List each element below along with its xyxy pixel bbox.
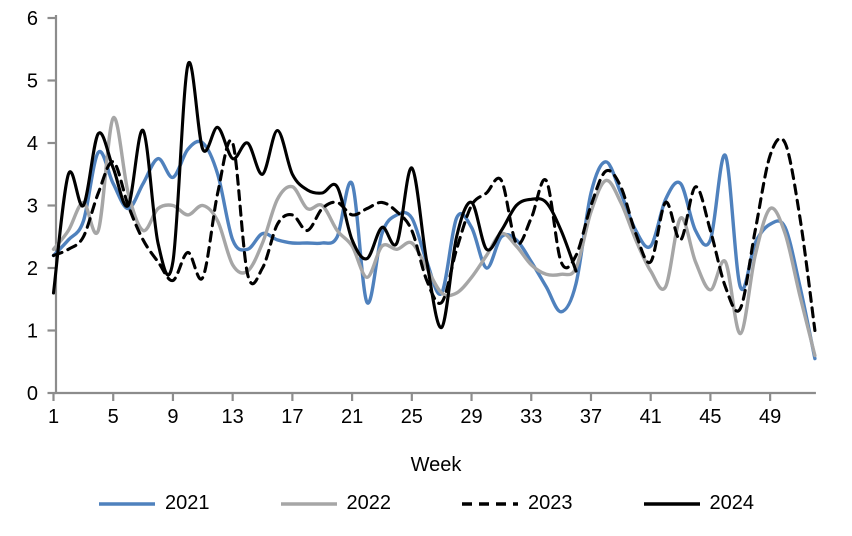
x-axis-tick-label: 5 (108, 406, 119, 428)
y-axis-tick-label: 4 (27, 133, 38, 155)
legend-item-2021: 2021 (98, 492, 210, 515)
legend-line-swatch-2023 (461, 500, 519, 508)
series-line-2022 (51, 116, 817, 358)
legend-label-2022: 2022 (346, 492, 392, 514)
legend-item-2023: 2023 (461, 492, 573, 515)
y-axis-tick-label: 0 (27, 383, 38, 405)
chart-legend: 2021 2022 2023 2024 (0, 492, 852, 515)
series-line-2024 (51, 60, 578, 329)
y-axis-tick-label: 5 (27, 71, 38, 93)
x-axis-tick-label: 1 (48, 406, 59, 428)
legend-line-swatch-2021 (98, 500, 156, 508)
y-axis-tick-label: 2 (27, 258, 38, 280)
legend-line-swatch-2024 (643, 500, 701, 508)
legend-label-2021: 2021 (165, 492, 210, 514)
x-axis-tick-label: 37 (580, 406, 602, 428)
legend-label-2023: 2023 (528, 492, 573, 514)
x-axis-tick-label: 49 (759, 406, 781, 428)
legend-item-2024: 2024 (643, 492, 755, 515)
x-axis-tick-label: 33 (520, 406, 542, 428)
y-axis-tick-label: 3 (27, 196, 38, 218)
x-axis-tick-label: 29 (460, 406, 482, 428)
legend-line-swatch-2022 (280, 500, 338, 508)
y-axis-tick-label: 6 (27, 8, 38, 30)
x-axis-tick-label: 21 (341, 406, 363, 428)
x-axis-tick-label: 13 (222, 406, 244, 428)
legend-item-2022: 2022 (280, 492, 392, 515)
legend-label-2024: 2024 (709, 492, 755, 514)
x-axis-tick-label: 25 (401, 406, 423, 428)
x-axis-tick-label: 17 (281, 406, 303, 428)
x-axis-title: Week (410, 454, 462, 476)
x-axis-tick-label: 41 (640, 406, 662, 428)
series-line-2023 (51, 136, 817, 333)
series-line-2021 (51, 139, 817, 361)
x-axis-tick-label: 45 (699, 406, 721, 428)
y-axis-tick-label: 1 (27, 321, 38, 343)
x-axis-tick-label: 9 (167, 406, 178, 428)
